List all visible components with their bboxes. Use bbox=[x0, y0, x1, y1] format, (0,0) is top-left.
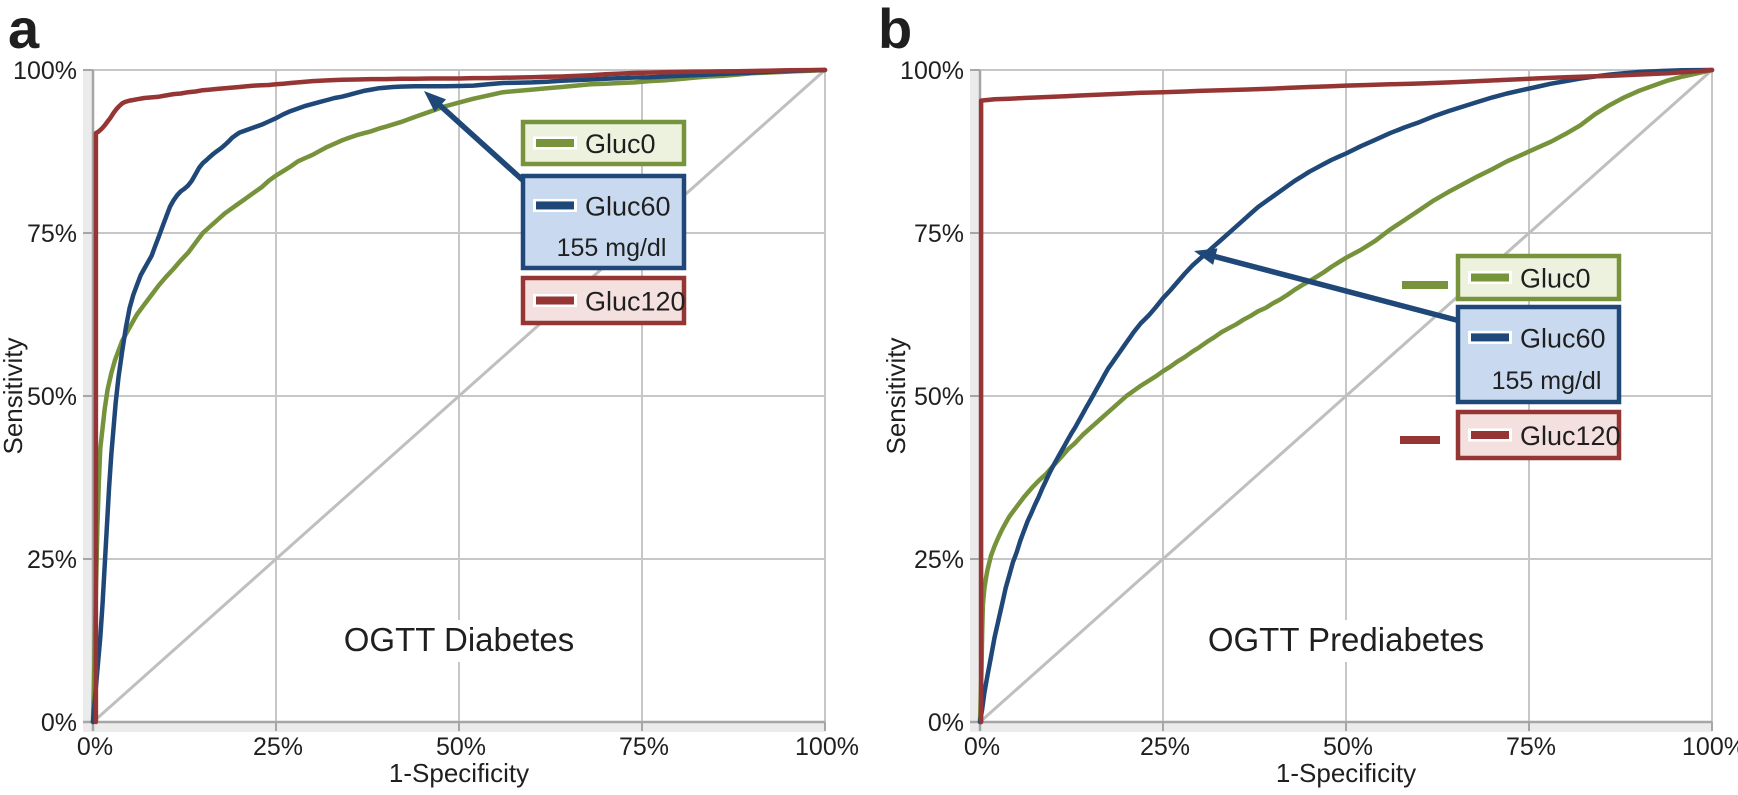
panel-b-xaxis-title: 1-Specificity bbox=[1276, 758, 1416, 788]
panel-a-ticklabels: 0% 25% 50% 75% 100% 0% 25% 50% 75% 100% bbox=[13, 57, 859, 761]
x-tick-label: 25% bbox=[253, 733, 303, 761]
roc-chart-a: Gluc0 Gluc60 155 mg/dl Gluc120 0% 25% 50% 75% 1… bbox=[0, 57, 859, 788]
annotation-arrow-head bbox=[1194, 248, 1218, 265]
panel-b-arrow bbox=[1194, 248, 1461, 324]
legend-entry-gluc0: Gluc0 bbox=[1455, 253, 1622, 302]
panel-b-ticklabels: 0% 25% 50% 75% 100% 0% 25% 50% 75% 100% bbox=[900, 57, 1738, 761]
panel-b-yaxis-title: Sensitivity bbox=[881, 337, 911, 454]
legend-label: Gluc0 bbox=[585, 129, 656, 159]
axis-band-left bbox=[83, 70, 93, 732]
panel-b-letter: b bbox=[878, 0, 912, 60]
panel-b-curves bbox=[977, 67, 1715, 725]
x-tick-label: 50% bbox=[1323, 733, 1373, 761]
y-tick-label: 0% bbox=[928, 709, 964, 737]
roc-curve-gluc120 bbox=[93, 67, 828, 725]
panel-b-grid bbox=[970, 69, 1713, 731]
legend-swatch bbox=[536, 201, 574, 210]
panel-a-titlebox bbox=[337, 620, 581, 662]
legend-entry-gluc120: Gluc120 bbox=[520, 275, 687, 326]
y-tick-label: 25% bbox=[27, 546, 77, 574]
legend-box bbox=[520, 173, 687, 271]
panel-a-legend: Gluc0 Gluc60 155 mg/dl Gluc120 bbox=[520, 119, 687, 326]
legend-entry-gluc0: Gluc0 bbox=[520, 119, 687, 167]
legend-swatch bbox=[1471, 333, 1509, 342]
legend-label: Gluc120 bbox=[1520, 421, 1621, 451]
axis-band-bottom bbox=[83, 723, 825, 732]
panel-b-title: OGTT Prediabetes bbox=[1208, 621, 1484, 658]
x-tick-label: 100% bbox=[1682, 733, 1738, 761]
legend-swatch bbox=[1471, 273, 1509, 282]
title-background bbox=[1200, 620, 1492, 662]
axis-band-bottom bbox=[970, 723, 1712, 732]
legend-entry-gluc60: Gluc60 155 mg/dl bbox=[1455, 304, 1622, 405]
y-tick-label: 50% bbox=[914, 383, 964, 411]
x-tick-label: 100% bbox=[795, 733, 859, 761]
x-tick-label: 75% bbox=[619, 733, 669, 761]
axis-band-left bbox=[970, 70, 980, 732]
annotation-arrow-head bbox=[424, 91, 447, 113]
legend-sublabel: 155 mg/dl bbox=[557, 234, 667, 262]
panel-a-grid bbox=[83, 69, 826, 731]
legend-swatch bbox=[536, 296, 574, 305]
y-tick-label: 75% bbox=[27, 220, 77, 248]
diagonal-reference-line bbox=[92, 68, 826, 724]
panel-a-letter: a bbox=[8, 0, 40, 60]
y-tick-label: 25% bbox=[914, 546, 964, 574]
legend-sublabel: 155 mg/dl bbox=[1492, 367, 1602, 395]
x-tick-label: 75% bbox=[1506, 733, 1556, 761]
legend-external-swatch-gluc0 bbox=[1402, 281, 1448, 289]
panel-b-legend: Gluc0 Gluc60 155 mg/dl Gluc120 bbox=[1398, 253, 1622, 461]
legend-entry-gluc60: Gluc60 155 mg/dl bbox=[520, 173, 687, 271]
y-tick-label: 100% bbox=[900, 57, 964, 85]
roc-curve-gluc0 bbox=[977, 67, 1715, 725]
title-background bbox=[337, 620, 581, 662]
panel-a-bands bbox=[83, 70, 825, 732]
legend-label: Gluc60 bbox=[1520, 323, 1606, 353]
roc-curve-gluc60 bbox=[977, 67, 1715, 725]
legend-swatch bbox=[536, 139, 574, 147]
x-tick-label: 50% bbox=[436, 733, 486, 761]
y-tick-label: 75% bbox=[914, 220, 964, 248]
legend-label: Gluc0 bbox=[1520, 264, 1591, 294]
annotation-arrow-line bbox=[434, 99, 529, 187]
panel-b-titlebox bbox=[1200, 620, 1492, 662]
legend-external-swatch-gluc120 bbox=[1400, 436, 1440, 444]
roc-curve-gluc60 bbox=[90, 67, 828, 725]
panel-b-diagonal-holder bbox=[979, 68, 1713, 724]
x-tick-label: 25% bbox=[1140, 733, 1190, 761]
legend-label: Gluc120 bbox=[585, 287, 686, 317]
panel-a-curves bbox=[90, 67, 828, 725]
y-tick-label: 100% bbox=[13, 57, 77, 85]
legend-entry-gluc120: Gluc120 bbox=[1455, 409, 1622, 461]
legend-box bbox=[1455, 304, 1622, 405]
panel-a-diagonal-holder bbox=[92, 68, 826, 724]
legend-label: Gluc60 bbox=[585, 191, 671, 221]
diagonal-reference-line bbox=[979, 68, 1713, 724]
y-tick-label: 0% bbox=[41, 709, 77, 737]
legend-swatch bbox=[1471, 431, 1509, 439]
annotation-arrow-line bbox=[1208, 252, 1461, 324]
x-tick-label: 0% bbox=[77, 733, 113, 761]
panel-a-arrow bbox=[424, 91, 529, 187]
roc-curve-gluc0 bbox=[90, 67, 828, 725]
panel-b-bands bbox=[970, 70, 1712, 732]
panel-a-title: OGTT Diabetes bbox=[344, 621, 574, 658]
panel-a-xaxis-title: 1-Specificity bbox=[389, 758, 529, 788]
roc-chart-b: Gluc0 Gluc60 155 mg/dl Gluc120 0% 25% 50% 75% 1… bbox=[881, 57, 1738, 788]
roc-curve-gluc120 bbox=[978, 67, 1715, 725]
panel-a-yaxis-title: Sensitivity bbox=[0, 337, 28, 454]
x-tick-label: 0% bbox=[964, 733, 1000, 761]
y-tick-label: 50% bbox=[27, 383, 77, 411]
